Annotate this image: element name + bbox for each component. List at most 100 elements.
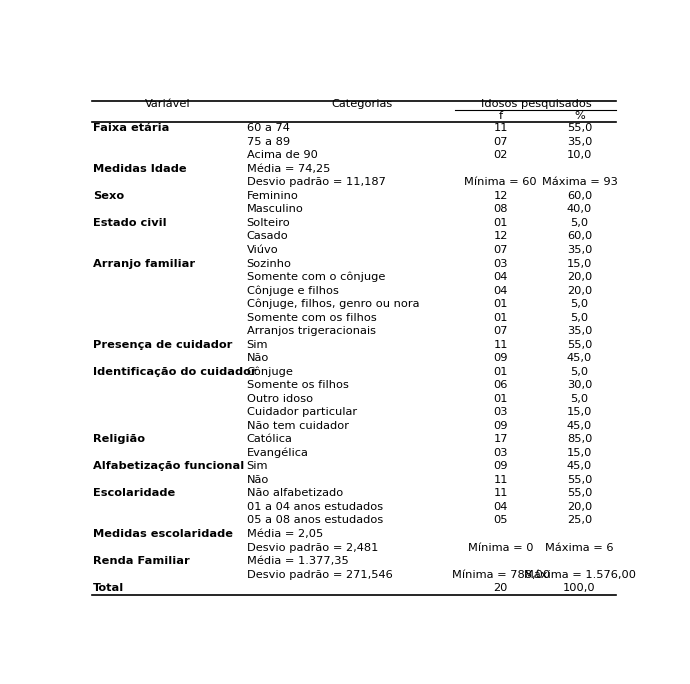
Text: 03: 03	[493, 407, 508, 417]
Text: 20,0: 20,0	[567, 272, 592, 282]
Text: Alfabetização funcional: Alfabetização funcional	[92, 462, 244, 471]
Text: Não: Não	[247, 353, 269, 363]
Text: Sim: Sim	[247, 462, 268, 471]
Text: Estado civil: Estado civil	[92, 218, 166, 228]
Text: Média = 74,25: Média = 74,25	[247, 164, 330, 174]
Text: 01: 01	[493, 394, 508, 404]
Text: Sexo: Sexo	[92, 191, 124, 201]
Text: 02: 02	[493, 150, 508, 160]
Text: Sim: Sim	[247, 340, 268, 350]
Text: 100,0: 100,0	[563, 583, 596, 593]
Text: 12: 12	[493, 191, 508, 201]
Text: Presença de cuidador: Presença de cuidador	[92, 340, 232, 350]
Text: 05: 05	[493, 516, 508, 525]
Text: 35,0: 35,0	[567, 137, 592, 147]
Text: Renda Familiar: Renda Familiar	[92, 556, 190, 566]
Text: Não tem cuidador: Não tem cuidador	[247, 421, 348, 431]
Text: Cônjuge e filhos: Cônjuge e filhos	[247, 285, 339, 296]
Text: 03: 03	[493, 448, 508, 458]
Text: %: %	[574, 111, 585, 121]
Text: Mínima = 0: Mínima = 0	[468, 542, 533, 553]
Text: Cônjuge: Cônjuge	[247, 367, 293, 377]
Text: 55,0: 55,0	[567, 488, 592, 499]
Text: 5,0: 5,0	[571, 367, 589, 377]
Text: 55,0: 55,0	[567, 475, 592, 485]
Text: 12: 12	[493, 231, 508, 241]
Text: 04: 04	[493, 272, 508, 282]
Text: Não alfabetizado: Não alfabetizado	[247, 488, 343, 499]
Text: Arranjos trigeracionais: Arranjos trigeracionais	[247, 326, 375, 336]
Text: 45,0: 45,0	[567, 462, 592, 471]
Text: Somente com os filhos: Somente com os filhos	[247, 313, 377, 323]
Text: Religião: Religião	[92, 434, 145, 445]
Text: 60,0: 60,0	[567, 231, 592, 241]
Text: 35,0: 35,0	[567, 326, 592, 336]
Text: 07: 07	[493, 326, 508, 336]
Text: Média = 2,05: Média = 2,05	[247, 529, 323, 539]
Text: 07: 07	[493, 245, 508, 255]
Text: Somente os filhos: Somente os filhos	[247, 380, 348, 391]
Text: 35,0: 35,0	[567, 245, 592, 255]
Text: 15,0: 15,0	[567, 448, 592, 458]
Text: 75 a 89: 75 a 89	[247, 137, 290, 147]
Text: Categorias: Categorias	[331, 99, 393, 109]
Text: 04: 04	[493, 502, 508, 512]
Text: 25,0: 25,0	[567, 516, 592, 525]
Text: 30,0: 30,0	[567, 380, 592, 391]
Text: 06: 06	[493, 380, 508, 391]
Text: Cônjuge, filhos, genro ou nora: Cônjuge, filhos, genro ou nora	[247, 299, 419, 309]
Text: Arranjo familiar: Arranjo familiar	[92, 259, 195, 269]
Text: 01: 01	[493, 367, 508, 377]
Text: Máxima = 1.576,00: Máxima = 1.576,00	[524, 570, 635, 579]
Text: 01: 01	[493, 218, 508, 228]
Text: Católica: Católica	[247, 434, 293, 445]
Text: Total: Total	[92, 583, 124, 593]
Text: Escolaridade: Escolaridade	[92, 488, 175, 499]
Text: Máxima = 6: Máxima = 6	[545, 542, 614, 553]
Text: 09: 09	[493, 353, 508, 363]
Text: 5,0: 5,0	[571, 394, 589, 404]
Text: Casado: Casado	[247, 231, 288, 241]
Text: f: f	[499, 111, 503, 121]
Text: 09: 09	[493, 462, 508, 471]
Text: 11: 11	[493, 475, 508, 485]
Text: Idosos pesquisados: Idosos pesquisados	[482, 99, 592, 109]
Text: Feminino: Feminino	[247, 191, 299, 201]
Text: 15,0: 15,0	[567, 407, 592, 417]
Text: Máxima = 93: Máxima = 93	[542, 177, 618, 187]
Text: Medidas escolaridade: Medidas escolaridade	[92, 529, 233, 539]
Text: Cuidador particular: Cuidador particular	[247, 407, 357, 417]
Text: 11: 11	[493, 123, 508, 133]
Text: Não: Não	[247, 475, 269, 485]
Text: 60 a 74: 60 a 74	[247, 123, 290, 133]
Text: 11: 11	[493, 340, 508, 350]
Text: 5,0: 5,0	[571, 299, 589, 309]
Text: 04: 04	[493, 286, 508, 295]
Text: 07: 07	[493, 137, 508, 147]
Text: Sozinho: Sozinho	[247, 259, 292, 269]
Text: Identificação do cuidador: Identificação do cuidador	[92, 367, 256, 377]
Text: Mínima = 788,00: Mínima = 788,00	[452, 570, 550, 579]
Text: 55,0: 55,0	[567, 123, 592, 133]
Text: 01: 01	[493, 299, 508, 309]
Text: 08: 08	[493, 205, 508, 215]
Text: 45,0: 45,0	[567, 421, 592, 431]
Text: Acima de 90: Acima de 90	[247, 150, 317, 160]
Text: 40,0: 40,0	[567, 205, 592, 215]
Text: 85,0: 85,0	[567, 434, 592, 445]
Text: 5,0: 5,0	[571, 313, 589, 323]
Text: 5,0: 5,0	[571, 218, 589, 228]
Text: Mínima = 60: Mínima = 60	[464, 177, 537, 187]
Text: 20: 20	[493, 583, 508, 593]
Text: Somente com o cônjuge: Somente com o cônjuge	[247, 272, 385, 282]
Text: 11: 11	[493, 488, 508, 499]
Text: 03: 03	[493, 259, 508, 269]
Text: Média = 1.377,35: Média = 1.377,35	[247, 556, 348, 566]
Text: 10,0: 10,0	[567, 150, 592, 160]
Text: Masculino: Masculino	[247, 205, 304, 215]
Text: Outro idoso: Outro idoso	[247, 394, 313, 404]
Text: Desvio padrão = 11,187: Desvio padrão = 11,187	[247, 177, 386, 187]
Text: 09: 09	[493, 421, 508, 431]
Text: 17: 17	[493, 434, 508, 445]
Text: 20,0: 20,0	[567, 502, 592, 512]
